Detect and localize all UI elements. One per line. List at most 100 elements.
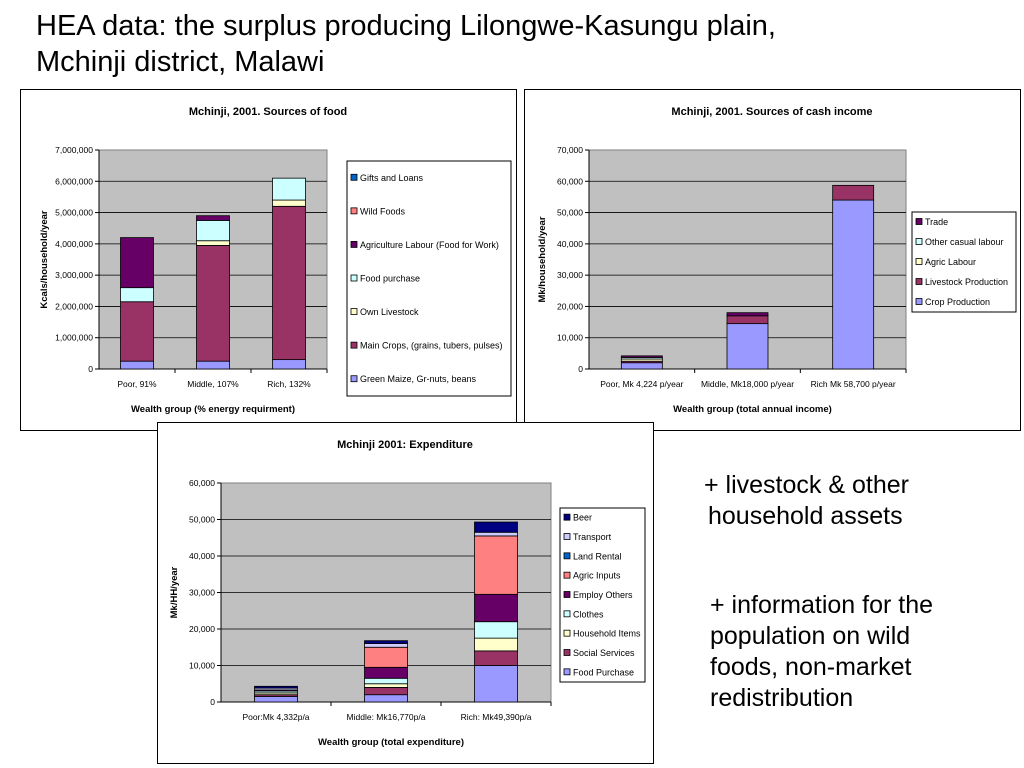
bar-segment-crop-production	[726, 323, 769, 370]
bar-segment-social-services	[474, 650, 518, 666]
bar-segment-beer	[474, 521, 518, 533]
information-note: + information for the population on wild…	[710, 590, 933, 714]
y-tick-label: 60,000	[189, 478, 215, 488]
legend-label: Green Maize, Gr-nuts, beans	[360, 374, 477, 384]
legend-label: Employ Others	[573, 590, 633, 600]
legend-label: Own Livestock	[360, 307, 419, 317]
legend-label: Gifts and Loans	[360, 173, 424, 183]
bar-segment-employ-others	[364, 666, 408, 679]
y-axis-title: Mk/household/year	[537, 216, 548, 302]
bar-segment-clothes	[364, 677, 408, 685]
y-tick-label: 60,000	[557, 176, 583, 186]
x-tick-label: Poor, 91%	[117, 379, 157, 389]
legend-swatch	[563, 513, 571, 521]
y-tick-label: 2,000,000	[55, 301, 93, 311]
legend-label: Transport	[573, 532, 612, 542]
legend-swatch	[563, 668, 571, 676]
cash-income-chart: Mchinji, 2001. Sources of cash income 0 10…	[524, 89, 1021, 431]
y-tick-label: 1,000,000	[55, 333, 93, 343]
food-sources-chart: Mchinji, 2001. Sources of food 0 1,000,000…	[20, 89, 517, 431]
legend-label: Clothes	[573, 609, 604, 619]
legend-swatch	[350, 375, 358, 383]
y-tick-label: 0	[210, 697, 215, 707]
legend-label: Beer	[573, 513, 592, 523]
y-tick-label: 10,000	[557, 333, 583, 343]
legend-label: Crop Production	[925, 297, 990, 307]
legend-swatch	[563, 610, 571, 618]
y-tick-label: 30,000	[557, 270, 583, 280]
bar-segment-crop-production	[620, 362, 663, 370]
legend-label: Social Services	[573, 648, 635, 658]
bar-segment-household-items	[364, 683, 408, 688]
x-tick-label: Rich, 132%	[267, 379, 311, 389]
bar-segment-green-maize-gr-nuts-beans	[196, 360, 230, 370]
y-tick-label: 50,000	[189, 515, 215, 525]
cash-income-chart-svg: Mchinji, 2001. Sources of cash income 0 10…	[537, 106, 1017, 415]
chart-title: Mchinji 2001: Expenditure	[337, 439, 473, 451]
slide-title-line-2: Mchinji district, Malawi	[36, 46, 325, 78]
legend-swatch	[915, 218, 923, 225]
bar-segment-agric-inputs	[364, 646, 408, 668]
y-tick-label: 7,000,000	[55, 145, 93, 155]
y-tick-label: 20,000	[557, 301, 583, 311]
legend-label: Land Rental	[573, 551, 622, 561]
food-sources-chart-svg: Mchinji, 2001. Sources of food 0 1,000,000…	[39, 106, 512, 415]
information-note-line-3: foods, non-market	[710, 653, 912, 681]
y-tick-label: 50,000	[557, 208, 583, 218]
bar-segment-own-livestock	[196, 240, 230, 246]
bar-segment-transport	[474, 531, 518, 537]
legend-swatch	[350, 274, 358, 282]
slide-title-line-1: HEA data: the surplus producing Lilongwe…	[36, 10, 776, 42]
legend-label: Main Crops, (grains, tubers, pulses)	[360, 341, 503, 351]
y-axis-title: Mk/HH/year	[169, 566, 180, 618]
y-tick-label: 6,000,000	[55, 176, 93, 186]
legend-label: Food purchase	[360, 274, 420, 284]
legend-swatch	[350, 341, 358, 349]
bar-segment-green-maize-gr-nuts-beans	[120, 360, 154, 370]
legend-swatch	[563, 649, 571, 656]
bar-segment-food-purchase	[120, 287, 154, 303]
bar-segment-agriculture-labour-food-for-work	[196, 215, 230, 221]
bar-segment-livestock-production	[726, 315, 769, 325]
y-tick-label: 0	[578, 364, 583, 374]
y-tick-label: 40,000	[557, 239, 583, 249]
bar-segment-agric-inputs	[474, 535, 518, 595]
y-tick-label: 40,000	[189, 551, 215, 561]
x-tick-label: Rich Mk 58,700 p/year	[811, 379, 896, 389]
legend-swatch	[563, 552, 571, 560]
y-tick-label: 20,000	[189, 624, 215, 634]
legend-label: Household Items	[573, 629, 641, 639]
legend-swatch	[350, 173, 358, 181]
legend-box	[911, 211, 1017, 313]
legend-swatch	[915, 258, 923, 265]
y-tick-label: 5,000,000	[55, 208, 93, 218]
bar-segment-trade	[620, 355, 663, 358]
y-tick-label: 30,000	[189, 588, 215, 598]
bar-segment-food-purchase	[254, 696, 298, 703]
legend-swatch	[563, 629, 571, 637]
expenditure-chart-svg: Mchinji 2001: Expenditure 0 10,000 20,000 30…	[169, 439, 646, 748]
bar-segment-food-purchase	[196, 219, 230, 242]
bar-segment-agriculture-labour-food-for-work	[120, 237, 154, 289]
x-tick-label: Poor, Mk 4,224 p/year	[600, 379, 683, 389]
legend-label: Other casual labour	[925, 237, 1004, 247]
bar-segment-social-services	[364, 686, 408, 696]
y-tick-label: 70,000	[557, 145, 583, 155]
x-tick-label: Middle, 107%	[187, 379, 239, 389]
legend-swatch	[350, 241, 358, 248]
bar-segment-trade	[726, 312, 769, 317]
legend-label: Livestock Production	[925, 277, 1008, 287]
y-tick-label: 10,000	[189, 661, 215, 671]
information-note-line-4: redistribution	[710, 684, 854, 712]
legend-swatch	[563, 571, 571, 579]
x-tick-label: Rich: Mk49,390p/a	[461, 712, 532, 722]
assets-note-line-1: + livestock & other	[704, 471, 909, 499]
x-axis-title: Wealth group (total expenditure)	[318, 737, 464, 748]
bar-segment-main-crops-grains-tubers-pulses	[196, 245, 230, 362]
bar-segment-crop-production	[832, 199, 875, 370]
legend-swatch	[915, 278, 923, 285]
legend-label: Agric Labour	[925, 257, 976, 267]
slide-title: HEA data: the surplus producing Lilongwe…	[36, 8, 996, 80]
legend-swatch	[350, 207, 358, 215]
legend-label: Wild Foods	[360, 206, 406, 216]
